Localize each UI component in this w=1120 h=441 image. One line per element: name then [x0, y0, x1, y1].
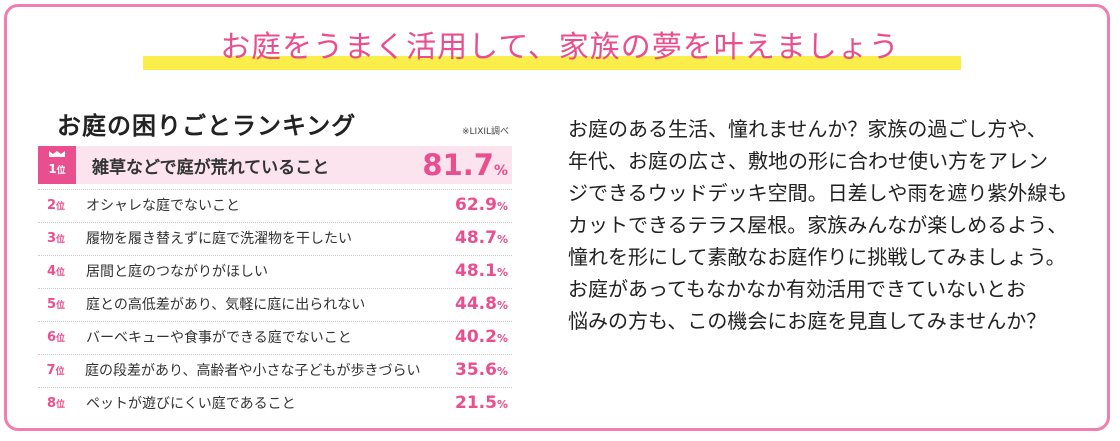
percent-value: 40.2 [455, 327, 497, 347]
rank-number: 3 [46, 230, 57, 246]
percent-value: 81.7 [422, 148, 494, 182]
rank-suffix: 位 [56, 234, 66, 245]
row-divider [38, 354, 512, 355]
ranking-row-6: 6位 バーベキューや食事ができる庭でないこと 40.2% [38, 320, 512, 354]
rank-suffix: 位 [56, 300, 66, 311]
percent-unit: % [496, 365, 508, 378]
percent-unit: % [496, 299, 508, 312]
ranking-percent: 81.7% [398, 148, 512, 182]
rank-label: 7位 [38, 363, 73, 378]
rank-suffix: 位 [55, 366, 65, 377]
ranking-source: ※LIXIL調べ [462, 127, 510, 137]
ranking-row-3: 3位 履物を履き替えずに庭で洗濯物を干したい 48.7% [38, 221, 512, 255]
rank-number: 7 [46, 362, 56, 378]
ranking-row-5: 5位 庭との高低差があり、気軽に庭に出られない 44.8% [38, 287, 512, 321]
body-line: 悩みの方も、この機会にお庭を見直してみませんか？ [568, 309, 1047, 333]
rank-number: 2 [46, 197, 57, 213]
headline-highlight [143, 56, 961, 70]
rank-label: 5位 [38, 297, 74, 312]
percent-unit: % [493, 163, 508, 179]
rank-label: 6位 [38, 330, 74, 345]
ranking-percent: 35.6% [420, 360, 512, 380]
crown-icon [49, 151, 65, 157]
percent-value: 62.9 [455, 195, 497, 215]
percent-value: 48.1 [455, 261, 497, 281]
percent-unit: % [496, 332, 508, 345]
content-frame [4, 4, 1110, 431]
rank-badge: 1位 [38, 146, 76, 184]
ranking-label: 履物を履き替えずに庭で洗濯物を干したい [86, 231, 352, 247]
body-line: 憧れを形にして素敵なお庭作りに挑戦してみましょう。 [568, 245, 1066, 269]
body-line: ジできるウッドデッキ空間。日差しや雨を遮り紫外線も [568, 181, 1068, 205]
rank-number: 4 [46, 263, 57, 279]
ranking-percent: 44.8% [418, 294, 512, 314]
percent-value: 48.7 [455, 228, 497, 248]
ranking-title: お庭の困りごとランキング [57, 112, 357, 140]
row-divider [38, 255, 512, 256]
row-divider [38, 222, 512, 223]
body-paragraph: お庭のある生活、憧れませんか？家族の過ごし方や、 年代、お庭の広さ、敷地の形に合… [568, 113, 1088, 337]
rank-number: 1 [48, 162, 57, 176]
ranking-label: バーベキューや食事ができる庭でないこと [86, 330, 352, 346]
ranking-label: オシャレな庭でないこと [86, 198, 240, 214]
body-line: お庭があってもなかなか有効活用できていないとお [568, 277, 1026, 301]
ranking-label: 雑草などで庭が荒れていること [92, 157, 330, 178]
rank-suffix: 位 [56, 201, 66, 212]
ranking-row-1: 1位 雑草などで庭が荒れていること 81.7% [38, 146, 512, 184]
rank-label: 4位 [38, 264, 74, 279]
rank-suffix: 位 [56, 399, 66, 410]
ranking-row-8: 8位 ペットが遊びにくい庭であること 21.5% [38, 386, 512, 420]
rank-number: 6 [46, 329, 57, 345]
rank-label: 2位 [38, 198, 74, 213]
rank-number: 8 [46, 395, 57, 411]
percent-value: 44.8 [455, 294, 497, 314]
percent-value: 21.5 [455, 393, 497, 413]
body-line: お庭のある生活、憧れませんか？家族の過ごし方や、 [568, 117, 1047, 141]
row-divider [38, 387, 512, 388]
headline-text: お庭をうまく活用して、家族の夢を叶えましょう [220, 30, 900, 65]
percent-value: 35.6 [455, 360, 497, 380]
ranking-label: 庭との高低差があり、気軽に庭に出られない [86, 297, 366, 313]
rank-suffix: 位 [56, 267, 66, 278]
ranking-label: 居間と庭のつながりがほしい [86, 264, 268, 280]
percent-unit: % [496, 398, 508, 411]
rank-label: 3位 [38, 231, 74, 246]
rank-number: 5 [46, 296, 57, 312]
ranking-row-2: 2位 オシャレな庭でないこと 62.9% [38, 188, 512, 222]
rank-suffix: 位 [56, 333, 66, 344]
rank-label: 8位 [38, 396, 74, 411]
percent-unit: % [496, 200, 508, 213]
ranking-label: ペットが遊びにくい庭であること [86, 396, 296, 412]
headline: お庭をうまく活用して、家族の夢を叶えましょう [192, 26, 928, 70]
ranking-label: 庭の段差があり、高齢者や小さな子どもが歩きづらい [85, 363, 421, 379]
percent-unit: % [496, 266, 508, 279]
ranking-row-4: 4位 居間と庭のつながりがほしい 48.1% [38, 254, 512, 288]
ranking-percent: 48.7% [418, 228, 512, 248]
ranking-percent: 40.2% [418, 327, 512, 347]
row-divider [38, 288, 512, 289]
body-line: カットできるテラス屋根。家族みんなが楽しめるよう、 [568, 213, 1068, 237]
rank-suffix: 位 [56, 166, 66, 176]
body-line: 年代、お庭の広さ、敷地の形に合わせ使い方をアレン [568, 149, 1048, 173]
row-divider [38, 321, 512, 322]
percent-unit: % [496, 233, 508, 246]
headline-container: お庭をうまく活用して、家族の夢を叶えましょう [0, 26, 1120, 70]
row-divider [38, 189, 512, 190]
ranking-percent: 48.1% [418, 261, 512, 281]
ranking-row-7: 7位 庭の段差があり、高齢者や小さな子どもが歩きづらい 35.6% [38, 353, 512, 387]
ranking-percent: 62.9% [418, 195, 512, 215]
ranking-percent: 21.5% [418, 393, 512, 413]
